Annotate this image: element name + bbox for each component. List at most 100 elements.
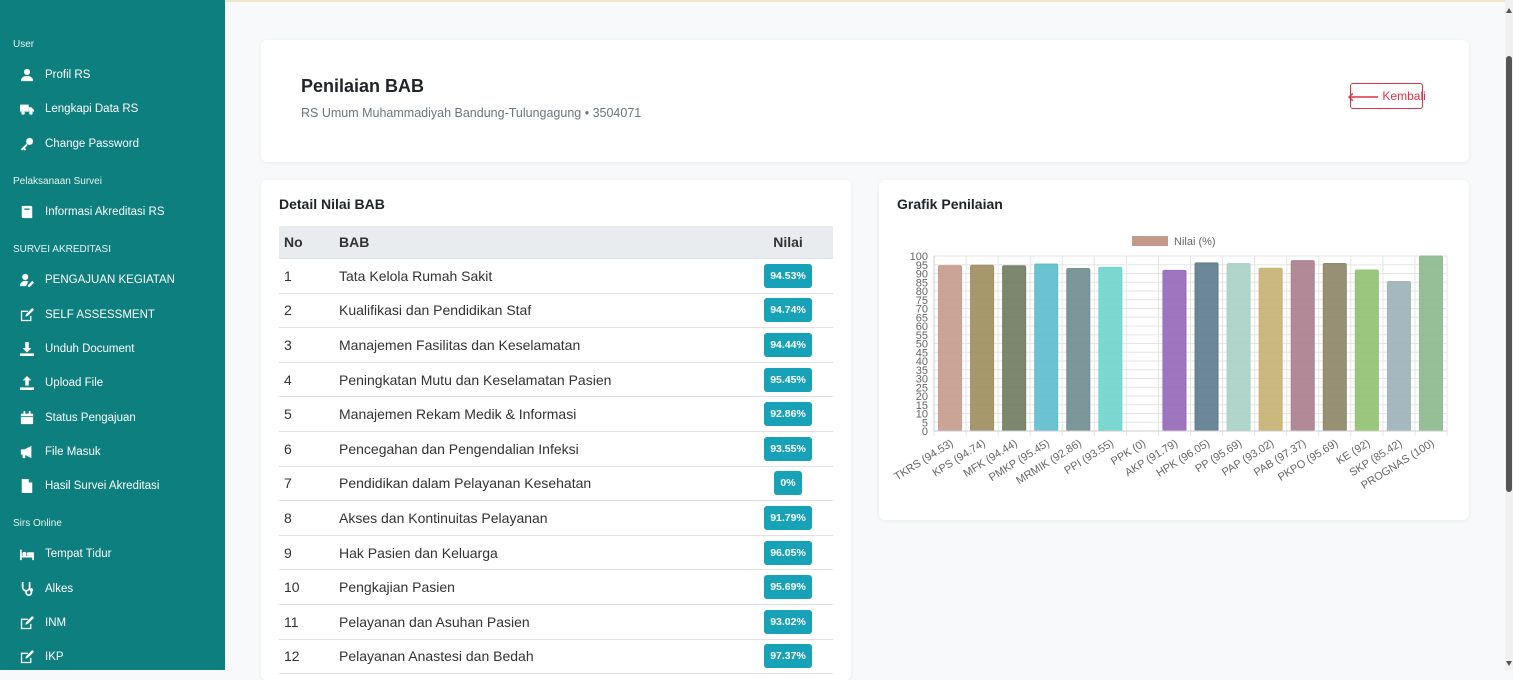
sidebar-item-tempat-tidur[interactable]: Tempat Tidur — [0, 537, 225, 571]
row-nilai: 97.37% — [743, 639, 833, 675]
y-tick-label: 80 — [916, 286, 928, 298]
sidebar-item-lengkapi-data-rs[interactable]: Lengkapi Data RS — [0, 92, 225, 126]
sidebar-item-self-assessment[interactable]: SELF ASSESSMENT — [0, 297, 225, 331]
y-tick-label: 85 — [916, 277, 928, 289]
y-tick-label: 65 — [916, 312, 928, 324]
edit-icon — [19, 307, 35, 323]
bed-icon — [19, 546, 35, 562]
row-bab: Akses dan Kontinuitas Pelayanan — [334, 500, 743, 536]
sidebar-item-upload-file[interactable]: Upload File — [0, 366, 225, 400]
bar — [1002, 265, 1027, 432]
row-nilai: 92.86% — [743, 396, 833, 432]
bar — [970, 264, 995, 432]
y-tick-label: 0 — [922, 426, 928, 438]
edit-icon — [19, 649, 35, 665]
y-tick-label: 90 — [916, 269, 928, 281]
user-edit-icon — [19, 272, 35, 288]
row-nilai: 94.53% — [743, 258, 833, 294]
download-icon — [19, 341, 35, 357]
sidebar-item-alkes[interactable]: Alkes — [0, 572, 225, 606]
sidebar-item-label: File Masuk — [45, 445, 101, 458]
sidebar-item-inm[interactable]: INM — [0, 606, 225, 640]
sidebar-section-1: Pelaksanaan Survei — [13, 175, 102, 187]
sidebar-item-file-masuk[interactable]: File Masuk — [0, 435, 225, 469]
row-no: 4 — [279, 362, 334, 398]
sidebar-section-0: User — [13, 39, 35, 50]
y-tick-label: 50 — [916, 339, 928, 351]
sidebar-item-label: Informasi Akreditasi RS — [45, 206, 165, 219]
table-row: 11 Pelayanan dan Asuhan Pasien 93.02% — [279, 604, 833, 640]
row-no: 11 — [279, 604, 334, 640]
truck-icon — [19, 101, 35, 117]
nilai-badge: 94.74% — [764, 298, 812, 323]
sidebar-item-status-pengajuan[interactable]: Status Pengajuan — [0, 400, 225, 434]
y-tick-label: 15 — [916, 400, 928, 412]
sidebar-item-informasi-akreditasi-rs[interactable]: Informasi Akreditasi RS — [0, 195, 225, 229]
row-bab: Peningkatan Mutu dan Keselamatan Pasien — [334, 362, 743, 398]
y-tick-label: 40 — [916, 356, 928, 368]
row-nilai: 96.05% — [743, 535, 833, 571]
sidebar: User Profil RS Lengkapi Data RS Change Pass… — [0, 0, 225, 670]
arrow-left-icon: 🡐 — [1347, 89, 1380, 104]
nilai-badge: 0% — [774, 471, 802, 496]
row-bab: Pengkajian Pasien — [334, 569, 743, 605]
row-no: 3 — [279, 327, 334, 363]
sidebar-item-ikp[interactable]: IKP — [0, 640, 225, 674]
row-nilai: 93.02% — [743, 604, 833, 640]
sidebar-item-profil-rs[interactable]: Profil RS — [0, 58, 225, 92]
row-bab: Pelayanan Anastesi dan Bedah — [334, 639, 743, 675]
sidebar-item-pengajuan-kegiatan[interactable]: PENGAJUAN KEGIATAN — [0, 263, 225, 297]
row-bab: Tata Kelola Rumah Sakit — [334, 258, 743, 294]
row-no: 6 — [279, 431, 334, 467]
row-no: 2 — [279, 293, 334, 329]
scrollbar-thumb[interactable] — [1506, 56, 1512, 492]
scroll-down-icon[interactable] — [1506, 661, 1512, 666]
row-bab: Pelayanan dan Asuhan Pasien — [334, 604, 743, 640]
sidebar-section-2: SURVEI AKREDITASI — [13, 244, 111, 256]
legend-swatch — [1132, 236, 1168, 246]
table-row: 7 Pendidikan dalam Pelayanan Kesehatan 0% — [279, 466, 833, 502]
legend-label: Nilai (%) — [1174, 236, 1216, 248]
header-card: Penilaian BAB RS Umum Muhammadiyah Bandu… — [261, 40, 1469, 162]
sidebar-item-label: Upload File — [45, 377, 104, 390]
row-no: 1 — [279, 258, 334, 294]
bar — [1386, 281, 1411, 432]
table-row: 1 Tata Kelola Rumah Sakit 94.53% — [279, 258, 833, 294]
sidebar-item-label: Tempat Tidur — [45, 548, 112, 561]
scroll-up-icon[interactable] — [1506, 8, 1512, 13]
y-tick-label: 25 — [916, 382, 928, 394]
nilai-badge: 97.37% — [764, 644, 812, 669]
row-no: 8 — [279, 500, 334, 536]
y-tick-label: 20 — [916, 391, 928, 403]
sidebar-item-change-password[interactable]: Change Password — [0, 127, 225, 161]
row-no: 10 — [279, 569, 334, 605]
file-icon — [19, 478, 35, 494]
back-button[interactable]: 🡐 Kembali — [1347, 83, 1426, 109]
sidebar-item-label: Profil RS — [45, 69, 91, 82]
bar — [937, 265, 963, 432]
row-nilai: 0% — [743, 466, 833, 502]
sidebar-item-hasil-survei-akreditasi[interactable]: Hasil Survei Akreditasi — [0, 469, 225, 503]
table-header-row: No BAB Nilai — [279, 226, 833, 259]
nilai-badge: 96.05% — [764, 540, 812, 565]
row-bab: Manajemen Fasilitas dan Keselamatan — [334, 327, 743, 363]
row-nilai: 91.79% — [743, 500, 833, 536]
bar — [1194, 262, 1219, 432]
sidebar-item-unduh-document[interactable]: Unduh Document — [0, 332, 225, 366]
table-row: 6 Pencegahan dan Pengendalian Infeksi 93.5… — [279, 431, 833, 467]
y-tick-label: 100 — [910, 251, 928, 263]
scrollbar[interactable] — [1505, 0, 1513, 670]
hospital-subtitle: RS Umum Muhammadiyah Bandung-Tulungagung… — [301, 106, 642, 120]
table-row: 2 Kualifikasi dan Pendidikan Staf 94.74% — [279, 293, 833, 329]
sidebar-item-label: SELF ASSESSMENT — [45, 308, 155, 321]
detail-title: Detail Nilai BAB — [279, 196, 385, 212]
table-row: 12 Pelayanan Anastesi dan Bedah 97.37% — [279, 639, 833, 675]
table-row: 4 Peningkatan Mutu dan Keselamatan Pasien… — [279, 362, 833, 398]
y-tick-label: 70 — [916, 304, 928, 316]
bar-chart: Nilai (%)0510152025303540455055606570758… — [892, 236, 1448, 492]
y-tick-label: 5 — [922, 417, 928, 429]
sidebar-item-label: Hasil Survei Akreditasi — [45, 480, 160, 493]
table-row: 9 Hak Pasien dan Keluarga 96.05% — [279, 535, 833, 571]
sidebar-item-label: Status Pengajuan — [45, 411, 136, 424]
row-bab: Hak Pasien dan Keluarga — [334, 535, 743, 571]
